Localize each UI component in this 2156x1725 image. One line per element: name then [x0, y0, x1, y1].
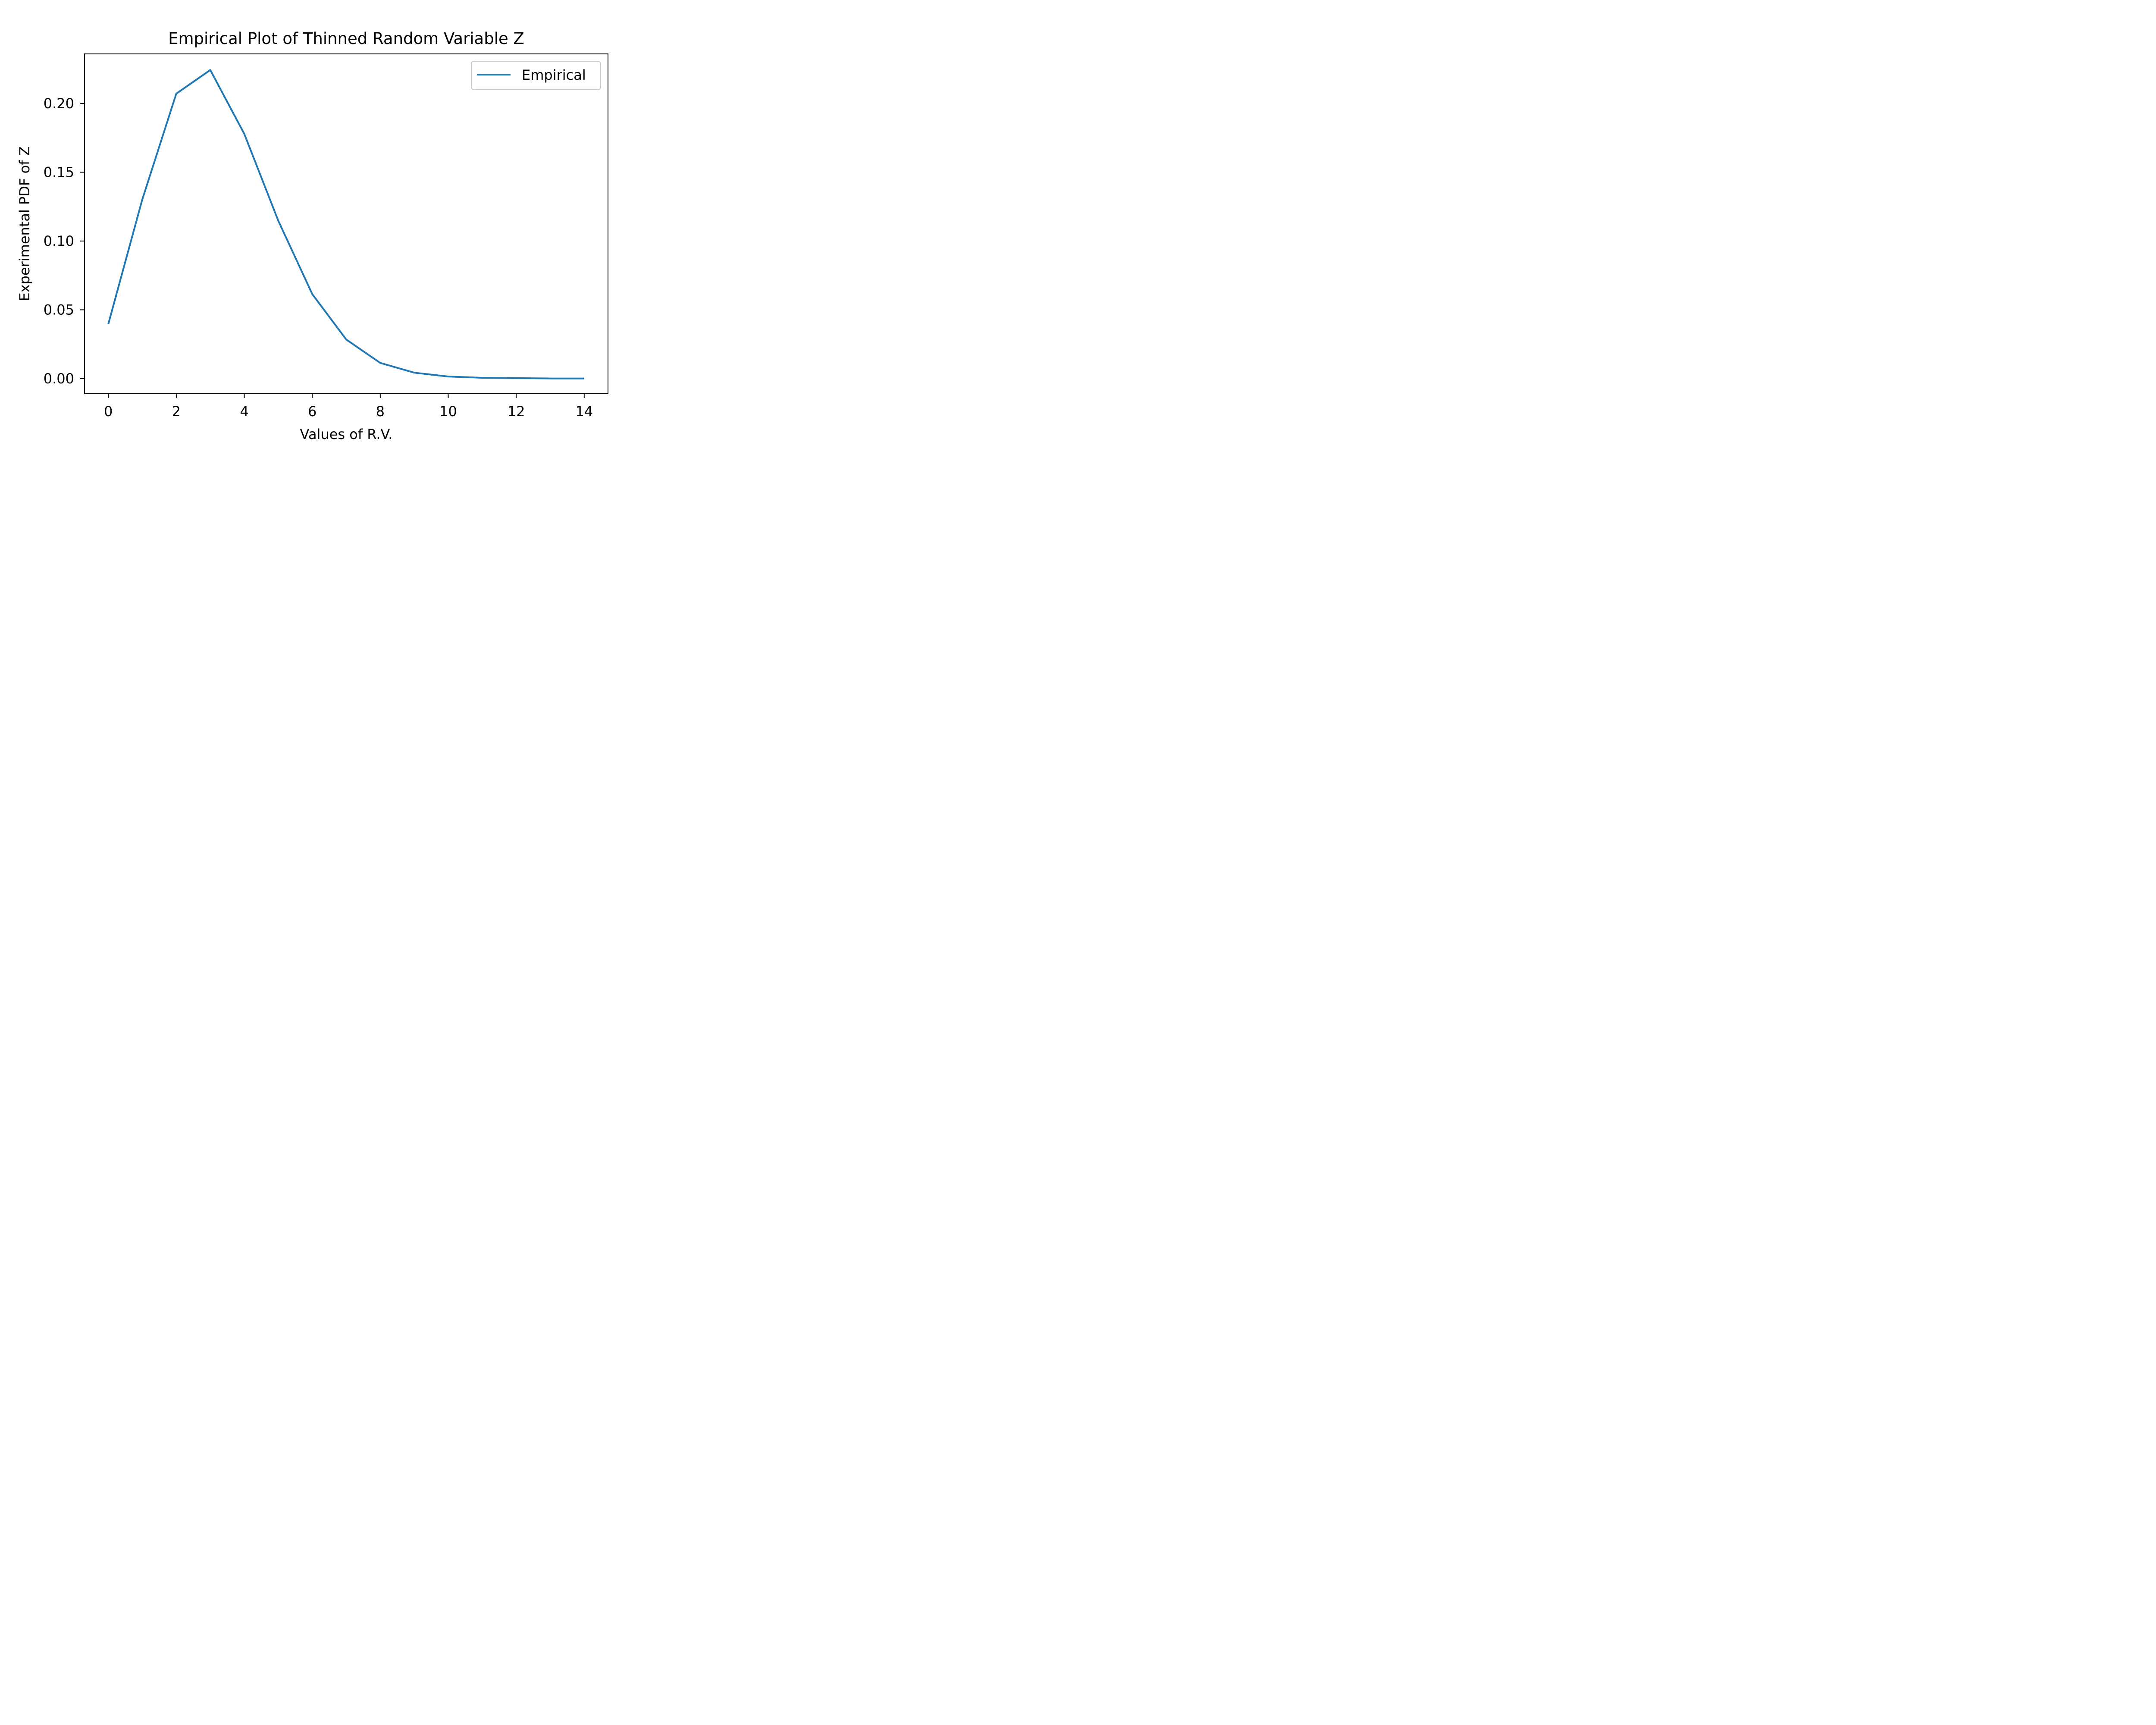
- y-axis-label: Experimental PDF of Z: [16, 146, 33, 301]
- chart-canvas: Empirical Plot of Thinned Random Variabl…: [0, 0, 667, 447]
- x-tick-label: 4: [240, 403, 248, 420]
- chart: Empirical Plot of Thinned Random Variabl…: [0, 0, 667, 447]
- x-tick-label: 12: [508, 403, 525, 420]
- y-tick-label: 0.05: [44, 301, 74, 318]
- y-tick-label: 0.00: [44, 370, 74, 387]
- legend-label: Empirical: [522, 67, 586, 83]
- x-tick-label: 14: [575, 403, 593, 420]
- legend: Empirical: [471, 61, 601, 90]
- plot-frame: [84, 53, 608, 394]
- chart-title: Empirical Plot of Thinned Random Variabl…: [168, 29, 524, 48]
- x-tick-label: 10: [439, 403, 457, 420]
- x-tick-label: 0: [104, 403, 113, 420]
- x-axis-label: Values of R.V.: [300, 426, 393, 442]
- x-tick-label: 2: [172, 403, 181, 420]
- y-tick-label: 0.15: [44, 164, 74, 180]
- x-tick-label: 6: [308, 403, 317, 420]
- y-tick-label: 0.20: [44, 95, 74, 112]
- legend-box: [471, 61, 601, 90]
- y-tick-label: 0.10: [44, 233, 74, 249]
- x-tick-label: 8: [376, 403, 385, 420]
